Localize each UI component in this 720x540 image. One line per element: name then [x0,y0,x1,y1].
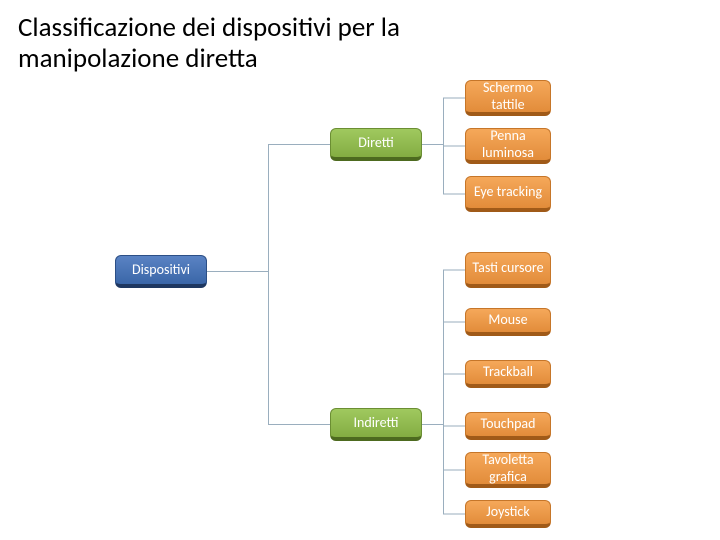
node-joystick: Joystick [465,500,551,528]
node-touchpad: Touchpad [465,412,551,440]
node-diretti: Diretti [330,128,422,161]
connector-layer [0,0,720,540]
node-eye: Eye tracking [465,176,551,212]
edge-indiretti-trackball [422,374,465,425]
edge-diretti-penna [422,145,465,147]
node-root: Dispositivi [115,255,207,288]
edge-indiretti-tavoletta [422,425,465,471]
edge-indiretti-tasti [422,270,465,425]
edge-indiretti-joystick [422,425,465,515]
node-penna: Penna luminosa [465,128,551,164]
node-tasti: Tasti cursore [465,252,551,288]
edge-diretti-eye [422,145,465,195]
edge-indiretti-mouse [422,322,465,425]
node-tavoletta: Tavoletta grafica [465,452,551,488]
edge-root-indiretti [207,272,330,425]
node-indiretti: Indiretti [330,408,422,441]
node-trackball: Trackball [465,360,551,388]
edge-diretti-schermo [422,98,465,145]
node-mouse: Mouse [465,308,551,336]
page-title: Classificazione dei dispositivi per la m… [18,12,400,74]
edge-root-diretti [207,145,330,272]
title-line1: Classificazione dei dispositivi per la [18,11,400,44]
node-schermo: Schermo tattile [465,80,551,116]
edge-indiretti-touchpad [422,425,465,427]
title-line2: manipolazione diretta [18,42,258,75]
